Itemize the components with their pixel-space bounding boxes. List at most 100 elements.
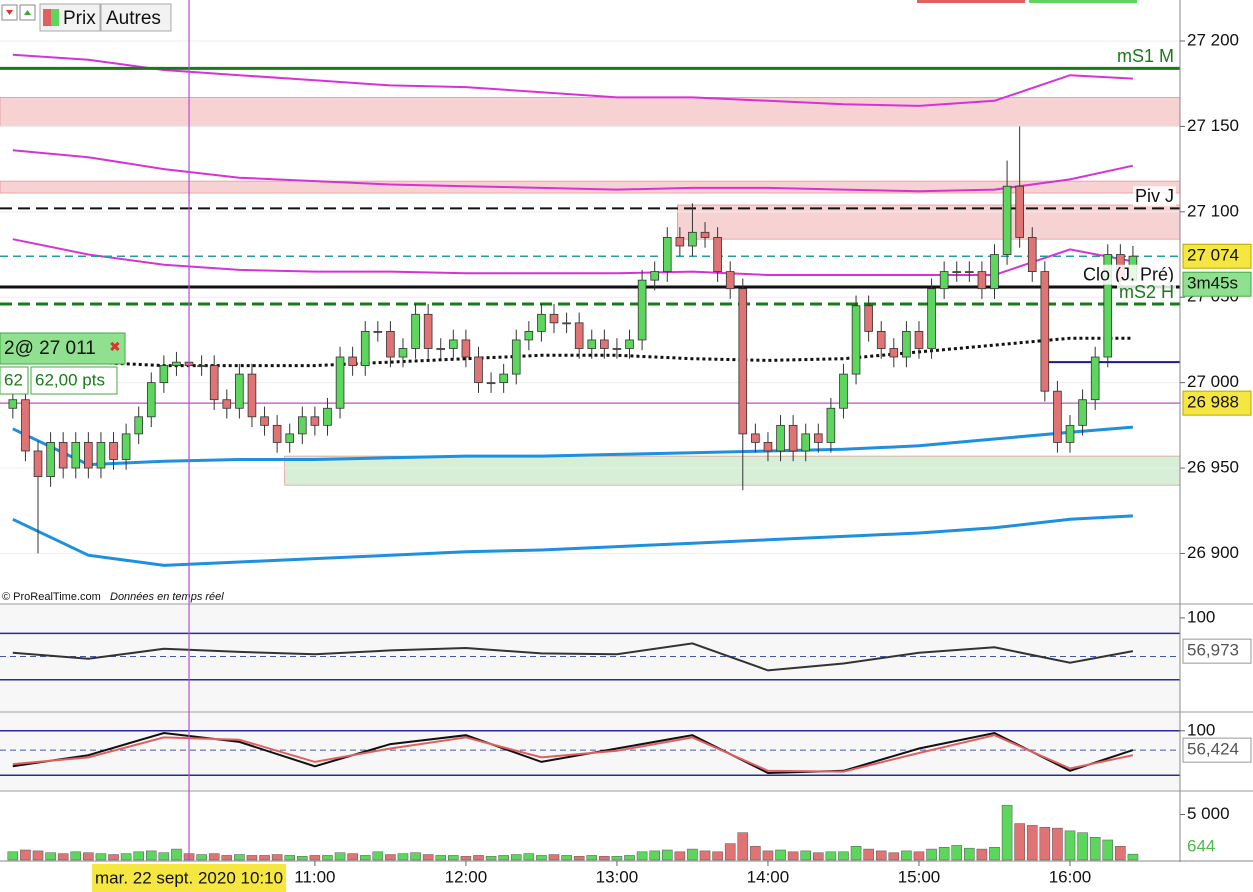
candle-body: [776, 424, 785, 452]
y-tick-label: 100: [1187, 607, 1215, 626]
candle-body: [58, 442, 68, 469]
candle-body: [864, 305, 873, 332]
volume-bar: [498, 855, 509, 861]
candle-body: [1065, 424, 1075, 443]
volume-bar: [32, 850, 44, 861]
candle-body: [222, 399, 232, 409]
buy-button[interactable]: [1029, 0, 1137, 3]
tab[interactable]: [100, 3, 172, 32]
volume-bar: [410, 852, 421, 861]
candle-body: [650, 271, 659, 281]
volume-bar: [460, 856, 472, 861]
candle-body: [449, 339, 458, 349]
candle-body: [323, 407, 332, 426]
value-tag-label: 56,973: [1187, 641, 1239, 660]
candle-body: [96, 442, 106, 469]
volume-bar: [762, 850, 774, 861]
level-label-bg: [1114, 46, 1176, 67]
volume-bar: [1102, 839, 1114, 861]
candle-body: [851, 305, 861, 375]
level-label-bg: [1116, 281, 1176, 302]
y-tick-label: 27 100: [1187, 201, 1239, 220]
candle-body: [675, 237, 685, 247]
candle-body: [348, 356, 357, 366]
level-label: Piv J: [1135, 186, 1174, 206]
y-tick-label: 5 000: [1187, 804, 1230, 823]
volume-bar: [322, 855, 333, 861]
x-tick-label: 11:00: [294, 867, 335, 886]
volume-bar: [1001, 805, 1013, 861]
copyright: © ProRealTime.com: [2, 591, 101, 603]
order-box[interactable]: [0, 332, 126, 365]
volume-bar: [624, 855, 635, 861]
candle-body: [725, 271, 735, 290]
volume-bar: [888, 852, 900, 861]
value-tag-label: 26 988: [1187, 393, 1239, 412]
volume-bar: [246, 855, 258, 861]
timer-tag: [1182, 271, 1252, 297]
candle-body: [260, 416, 269, 426]
candle-body: [235, 373, 244, 409]
tab-label[interactable]: Autres: [106, 8, 161, 29]
x-tick-label: 15:00: [898, 867, 941, 886]
candle-body: [209, 365, 219, 401]
volume-bar: [1127, 853, 1139, 861]
order-pnl: 62,00 pts: [35, 370, 105, 389]
volume-bar: [435, 855, 447, 861]
sell-button[interactable]: [917, 0, 1025, 3]
volume-bar: [964, 847, 975, 861]
candle-body: [474, 356, 483, 384]
candle-body: [713, 237, 722, 273]
candle-body: [952, 271, 962, 274]
y-tick-label: 27 200: [1187, 30, 1239, 49]
volume-bar: [586, 855, 598, 861]
candle-body: [486, 382, 496, 385]
candle-body: [587, 339, 597, 349]
tab-icon: [51, 9, 59, 26]
volume-bar: [523, 853, 535, 861]
order-pnl-box: [30, 366, 118, 395]
candle-body: [297, 416, 307, 435]
volume-bar: [737, 832, 749, 861]
tab-label[interactable]: Prix: [63, 8, 96, 29]
value-tag-label: 56,424: [1187, 740, 1239, 759]
volume-bar: [57, 853, 69, 861]
candle-body: [499, 373, 508, 384]
candle-body: [310, 416, 320, 426]
candle-body: [876, 330, 886, 349]
cursor-time-label: mar. 22 sept. 2020 10:10: [95, 868, 283, 887]
candle-body: [1015, 185, 1024, 238]
candle-body: [285, 433, 295, 443]
realtime-note: Données en temps réel: [110, 591, 224, 603]
candle-body: [335, 356, 345, 409]
volume-bar: [83, 852, 94, 861]
y-tick-label: 26 900: [1187, 543, 1239, 562]
volume-bar: [473, 855, 484, 861]
ui: Prix Autres 2@ 27 011 ✖ 62 62,00 pts © P…: [0, 0, 1253, 862]
candle-body: [1090, 356, 1100, 401]
candle-body: [763, 442, 773, 452]
volume-bar: [1115, 846, 1126, 861]
candle-body: [33, 450, 43, 477]
volume-bar: [850, 846, 862, 861]
volume-bar: [120, 853, 132, 861]
value-tag-label: 644: [1187, 836, 1215, 855]
volume-bar: [1026, 825, 1038, 861]
volume-bar: [510, 854, 522, 861]
volume-bar: [875, 850, 887, 861]
volume-bar: [422, 854, 434, 861]
tab-icon: [43, 9, 51, 26]
volume-bar: [750, 846, 761, 861]
candle-body: [562, 322, 571, 325]
volume-bar: [674, 851, 686, 861]
volume-bar: [712, 851, 723, 861]
level-label: mS1 M: [1117, 46, 1174, 66]
volume-bar: [724, 843, 736, 861]
volume-bar: [397, 853, 409, 861]
candle-body: [360, 330, 370, 366]
volume-bar: [334, 852, 346, 861]
volume-bar: [95, 853, 107, 861]
candle-body: [574, 322, 584, 349]
volume-bar: [813, 852, 824, 861]
order-close[interactable]: ✖: [109, 339, 121, 355]
